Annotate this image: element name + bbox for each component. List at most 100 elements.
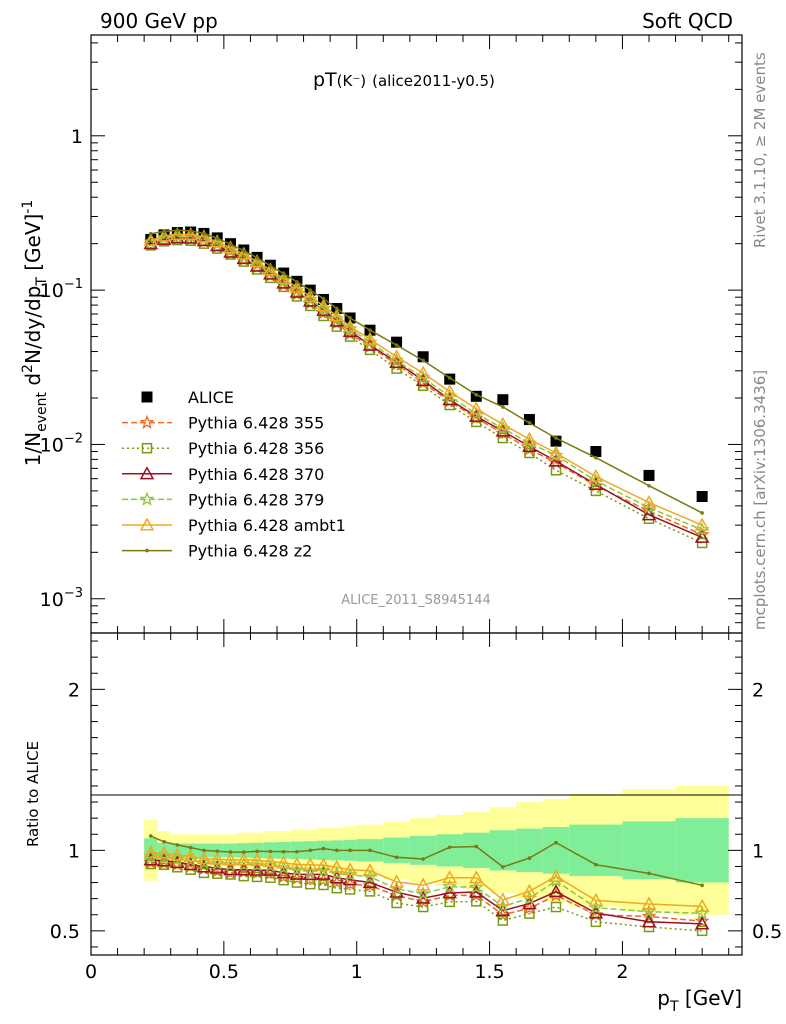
ratio-y-tick-label-right: 0.5 [752,921,782,943]
data-point [641,507,657,521]
xlabel-part-b: T [669,999,679,1015]
ratio-ylabel: Ratio to ALICE [24,741,42,847]
ratio-point [318,879,329,891]
main-title: pT(K⁻) (alice2011-y0.5) [313,69,495,91]
data-point [143,232,159,246]
data-point [302,288,318,302]
y-tick-label: 1 [71,126,83,148]
ratio-point [415,877,431,891]
ratio-point [215,849,220,853]
ratio-point [421,857,425,861]
xlabel-part-a: p [657,986,670,1010]
main-series [143,226,710,549]
series-pythia-6-428-z2 [148,228,704,515]
ratio-point [276,855,291,869]
y-tick-label: 10−2 [40,431,83,456]
ratio-point [700,883,704,888]
data-point [156,228,172,242]
ratio-point [389,874,404,888]
data-point [550,435,562,447]
ratio-point [694,898,710,912]
ratio-point [362,868,378,884]
legend-marker [141,442,153,454]
ratio-point [694,916,710,930]
ratio-point [291,877,303,888]
legend-marker [145,548,149,553]
ratio-point [302,857,318,871]
data-point [641,495,657,509]
data-point [594,455,598,460]
data-point [348,316,352,320]
y-tick-label: 10−3 [40,586,83,611]
ratio-point [641,903,657,918]
ratio-point [329,859,345,873]
legend-marker [139,466,155,480]
data-point [308,288,313,292]
data-point [215,236,220,241]
legend-marker [141,391,153,403]
data-point [447,376,452,380]
ratio-point [241,850,246,854]
header-right: Soft QCD [642,9,733,33]
uncertainty-band-inner [516,828,543,873]
side-label-top: Rivet 3.1.10, ≥ 2M events [751,52,769,248]
ratio-point [263,853,278,868]
ylabel-part-h: -1 [20,200,36,214]
data-point [497,432,509,444]
data-point [228,242,233,247]
legend-label: Pythia 6.428 379 [188,490,324,509]
data-point [334,306,339,311]
data-point [316,298,331,312]
ratio-point [316,872,331,887]
data-point [548,445,564,459]
ratio-point [196,851,212,865]
ratio-point [550,901,562,913]
data-point [417,351,429,363]
data-point [183,227,198,241]
data-point [527,421,532,425]
legend-marker [139,517,155,531]
ratio-point [198,867,210,879]
ratio-point [442,885,457,899]
ratio-point [251,871,263,883]
ratio-point [495,892,511,906]
data-point [694,529,710,543]
ratio-point [442,870,457,884]
data-point [696,537,708,549]
data-point [202,231,206,236]
data-point [694,517,710,531]
main-title-sub: (K⁻) [337,72,366,90]
ylabel-part-f: T [34,277,50,287]
ratio-point [368,848,372,853]
ratio-point [474,844,479,849]
data-point [249,254,265,268]
data-point [696,490,708,502]
ratio-point [289,856,305,871]
data-point [236,246,252,260]
uncertainty-band-inner [675,818,729,883]
ratio-series-pythia-6-428-ambt1 [143,845,710,912]
data-point [523,414,535,426]
ratio-point [255,849,259,854]
x-tick-label: 2 [616,961,628,983]
ratio-point [334,848,339,853]
legend-label: Pythia 6.428 355 [188,414,324,433]
data-point [524,447,535,459]
series-alice [145,226,708,502]
x-tick-label: 0 [85,961,97,983]
main-panel: pT(K⁻) (alice2011-y0.5) ALICE_2011_S89451… [20,34,743,634]
data-point [389,349,404,363]
ratio-point [265,872,276,883]
watermark: ALICE_2011_S8945144 [341,593,491,608]
uncertainty-band-inner [436,834,463,867]
ratio-point [148,834,153,838]
legend-label: Pythia 6.428 356 [188,439,324,458]
legend-marker [139,414,155,429]
data-point [368,328,372,332]
ratio-y-tick-label-right: 1 [752,840,764,862]
ratio-point [281,849,286,854]
ratio-point [594,862,598,867]
data-point [188,229,193,233]
data-point [295,280,299,284]
data-point [289,279,305,294]
